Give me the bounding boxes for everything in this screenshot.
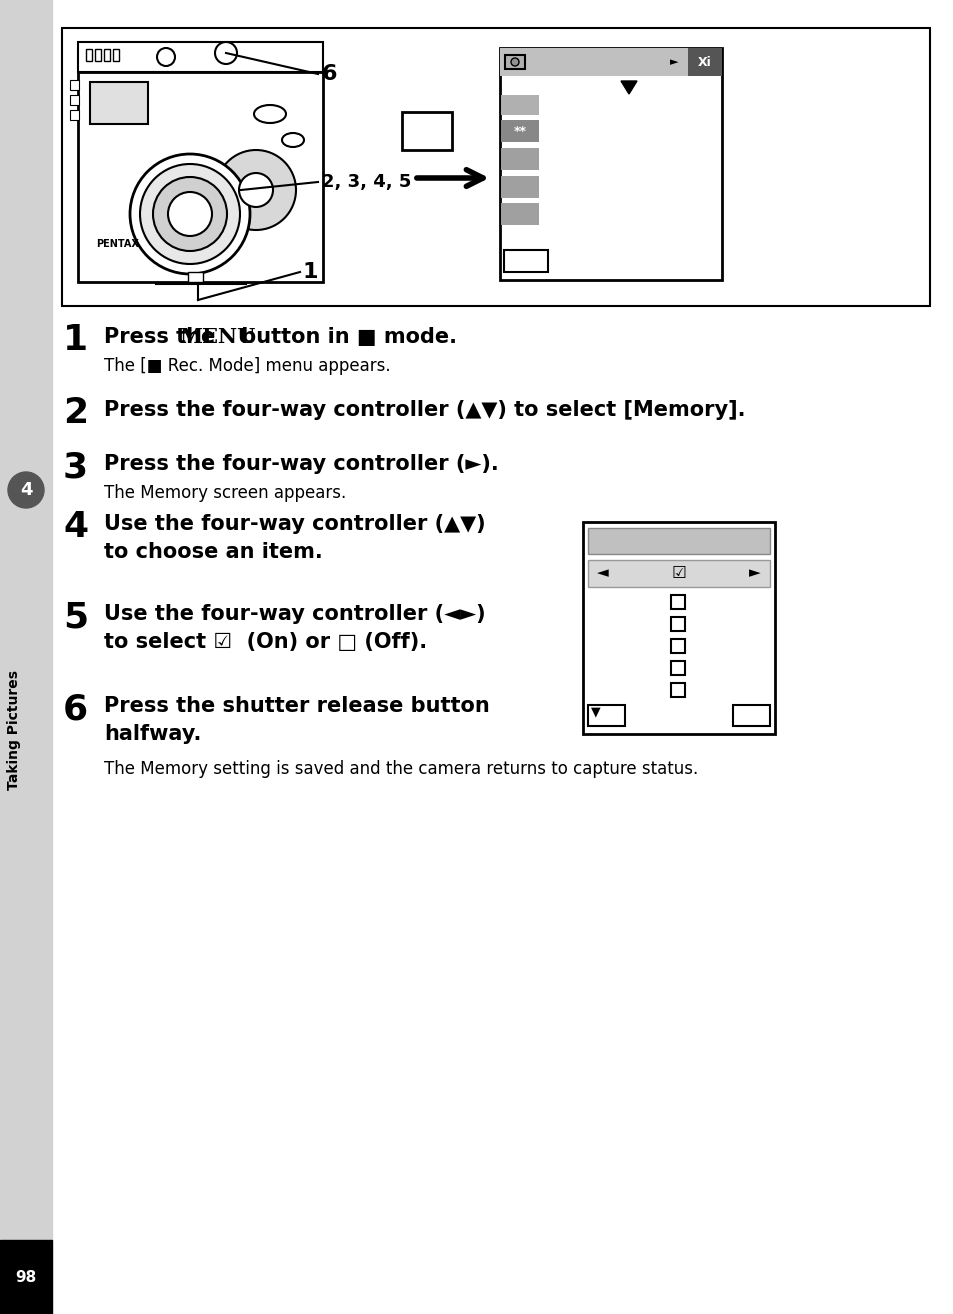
Bar	[500, 120, 538, 142]
Circle shape	[214, 42, 236, 64]
Text: to choose an item.: to choose an item.	[104, 541, 322, 562]
Bar	[112, 49, 119, 60]
Text: halfway.: halfway.	[104, 724, 201, 744]
Text: The Memory screen appears.: The Memory screen appears.	[104, 484, 346, 502]
Text: Press the four-way controller (▲▼) to select [Memory].: Press the four-way controller (▲▼) to se…	[104, 399, 744, 420]
Bar	[582, 522, 774, 735]
Bar	[70, 110, 79, 120]
Text: 4: 4	[20, 481, 32, 499]
Text: 2: 2	[63, 396, 88, 430]
Bar	[78, 72, 323, 283]
Circle shape	[140, 164, 240, 264]
Bar	[499, 49, 721, 280]
Polygon shape	[620, 81, 637, 95]
Bar	[401, 112, 452, 150]
Text: 3: 3	[63, 449, 88, 484]
Bar	[670, 683, 684, 696]
Text: ☑: ☑	[671, 564, 686, 582]
Bar	[0, 1240, 52, 1314]
Text: MENU: MENU	[179, 327, 255, 347]
Text: 98: 98	[15, 1269, 36, 1285]
Circle shape	[152, 177, 227, 251]
Bar	[587, 706, 624, 727]
Bar	[0, 0, 52, 1240]
Bar	[504, 55, 524, 70]
Bar	[70, 80, 79, 89]
Bar	[86, 49, 91, 60]
Text: to select ☑  (On) or □ (Off).: to select ☑ (On) or □ (Off).	[104, 632, 427, 652]
Circle shape	[239, 173, 273, 208]
Bar	[687, 49, 721, 76]
Bar	[95, 49, 101, 60]
Bar	[500, 95, 538, 116]
Bar	[188, 272, 203, 283]
Text: Press the four-way controller (►).: Press the four-way controller (►).	[104, 455, 498, 474]
Text: Taking Pictures: Taking Pictures	[7, 670, 21, 790]
Bar	[500, 202, 538, 225]
Text: The Memory setting is saved and the camera returns to capture status.: The Memory setting is saved and the came…	[104, 759, 698, 778]
Bar	[503, 250, 547, 272]
Text: Press the shutter release button: Press the shutter release button	[104, 696, 489, 716]
Circle shape	[168, 192, 212, 237]
Bar	[499, 49, 721, 76]
Text: 2, 3, 4, 5: 2, 3, 4, 5	[322, 173, 411, 191]
Circle shape	[215, 150, 295, 230]
Text: 6: 6	[322, 64, 337, 84]
Circle shape	[8, 472, 44, 509]
Text: ►: ►	[748, 565, 760, 581]
Bar	[670, 595, 684, 608]
Ellipse shape	[253, 105, 286, 124]
Text: ►: ►	[669, 57, 678, 67]
Bar	[587, 528, 769, 555]
Bar	[732, 706, 769, 727]
Text: 1: 1	[303, 261, 318, 283]
Bar	[500, 148, 538, 170]
Text: 6: 6	[63, 692, 88, 727]
Bar	[670, 639, 684, 653]
Text: Use the four-way controller (▲▼): Use the four-way controller (▲▼)	[104, 514, 485, 533]
Text: 1: 1	[63, 323, 88, 357]
Bar	[78, 42, 323, 72]
Bar	[104, 49, 110, 60]
Text: Use the four-way controller (◄►): Use the four-way controller (◄►)	[104, 604, 485, 624]
Text: **: **	[513, 125, 526, 138]
Circle shape	[157, 49, 174, 66]
Text: Press the: Press the	[104, 327, 222, 347]
Bar	[670, 661, 684, 675]
Text: The [■ Rec. Mode] menu appears.: The [■ Rec. Mode] menu appears.	[104, 357, 390, 374]
Text: 4: 4	[63, 510, 88, 544]
Bar	[62, 28, 929, 306]
Bar	[670, 618, 684, 631]
Bar	[90, 81, 148, 124]
Bar	[587, 560, 769, 587]
Text: 5: 5	[63, 600, 88, 633]
Text: ▼: ▼	[591, 706, 600, 719]
Circle shape	[130, 154, 250, 275]
Bar	[500, 176, 538, 198]
Circle shape	[511, 58, 518, 66]
Text: Xi: Xi	[698, 55, 711, 68]
Text: PENTAX: PENTAX	[96, 239, 139, 248]
Ellipse shape	[282, 133, 304, 147]
Bar	[70, 95, 79, 105]
Text: ◄: ◄	[597, 565, 608, 581]
Text: button in ■ mode.: button in ■ mode.	[233, 327, 456, 347]
